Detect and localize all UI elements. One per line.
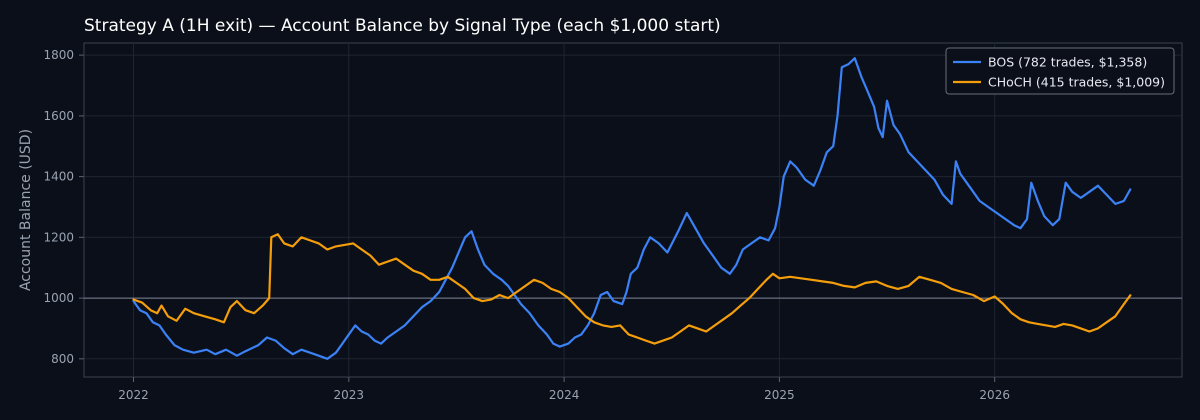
y-tick-label: 800 xyxy=(51,352,74,366)
x-tick-label: 2023 xyxy=(334,388,365,402)
series-line-1 xyxy=(132,233,1132,345)
x-tick-label: 2022 xyxy=(118,388,149,402)
plot-area xyxy=(83,42,1183,378)
legend-label-0: BOS (782 trades, $1,358) xyxy=(988,55,1147,70)
x-tick-label: 2025 xyxy=(764,388,795,402)
y-tick-label: 1400 xyxy=(43,170,74,184)
y-tick-label: 1800 xyxy=(43,48,74,62)
chart-title: Strategy A (1H exit) — Account Balance b… xyxy=(84,16,721,36)
tick-labels: 2022 2023 2024 2025 2026 800 1000 1200 1400 1600 1… xyxy=(43,48,1010,402)
series-layer xyxy=(132,57,1132,360)
y-axis-label: Account Balance (USD) xyxy=(18,129,34,291)
legend-label-1: CHoCH (415 trades, $1,009) xyxy=(988,75,1165,90)
y-tick-label: 1600 xyxy=(43,109,74,123)
y-tick-label: 1200 xyxy=(43,230,74,244)
x-tick-label: 2024 xyxy=(549,388,580,402)
legend-box xyxy=(945,47,1175,95)
y-tick-label: 1000 xyxy=(43,291,74,305)
legend: BOS (782 trades, $1,358) CHoCH (415 trade… xyxy=(945,47,1175,95)
series-line-0 xyxy=(132,57,1132,360)
x-tick-label: 2026 xyxy=(979,388,1010,402)
